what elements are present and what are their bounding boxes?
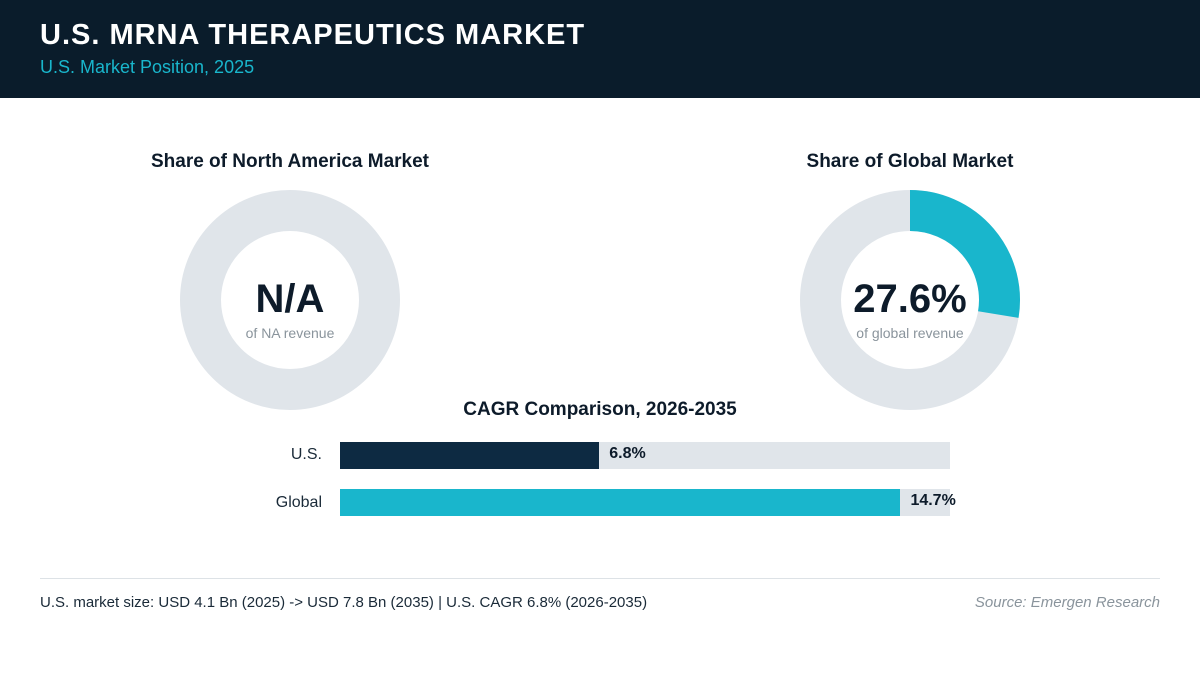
global-donut-share-arc: [909, 190, 1020, 318]
bar-global: [340, 489, 901, 516]
na-share-caption: of NA revenue: [245, 325, 335, 341]
na-donut-track: [180, 190, 400, 410]
footer-summary: U.S. market size: USD 4.1 Bn (2025) -> U…: [40, 594, 648, 611]
na-donut-title: Share of North America Market: [150, 151, 430, 172]
global-donut-chart: [800, 190, 1020, 410]
bar-value-global: 14.7%: [910, 492, 956, 509]
cagr-chart-title: CAGR Comparison, 2026-2035: [463, 399, 737, 420]
global-donut-title: Share of Global Market: [806, 151, 1014, 172]
page-subtitle: U.S. Market Position, 2025: [40, 57, 255, 77]
bar-track-us: [340, 442, 950, 469]
na-donut-chart: [180, 190, 400, 410]
bar-value-us: 6.8%: [609, 445, 646, 462]
footer-divider: [40, 578, 1160, 579]
bar-us: [340, 442, 600, 469]
global-share-caption: of global revenue: [856, 325, 964, 341]
header-banner: U.S. MRNA THERAPEUTICS MARKET U.S. Marke…: [0, 0, 1200, 98]
global-share-value: 27.6%: [853, 277, 967, 321]
footer-source: Source: Emergen Research: [974, 594, 1160, 611]
bar-label-us: U.S.: [290, 446, 322, 463]
bar-label-global: Global: [275, 494, 322, 511]
na-share-value: N/A: [255, 277, 325, 321]
bar-track-global: [340, 489, 950, 516]
page-title: U.S. MRNA THERAPEUTICS MARKET: [40, 19, 586, 51]
